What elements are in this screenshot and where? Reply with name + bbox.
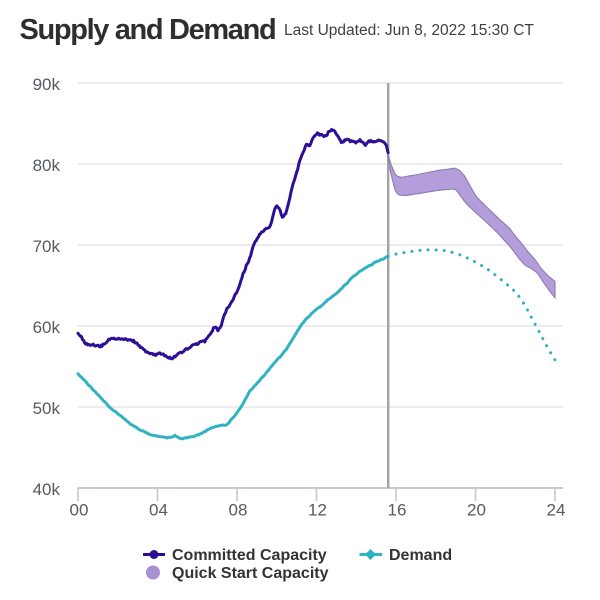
- svg-text:Demand: Demand: [389, 547, 452, 564]
- svg-text:40k: 40k: [33, 480, 61, 499]
- svg-text:60k: 60k: [33, 318, 61, 337]
- svg-text:70k: 70k: [33, 237, 61, 256]
- svg-text:90k: 90k: [33, 75, 61, 94]
- svg-text:00: 00: [70, 501, 89, 520]
- svg-text:12: 12: [308, 501, 327, 520]
- svg-text:Committed Capacity: Committed Capacity: [172, 547, 327, 564]
- svg-text:16: 16: [388, 501, 407, 520]
- svg-text:08: 08: [229, 501, 248, 520]
- svg-text:04: 04: [149, 501, 168, 520]
- svg-text:24: 24: [547, 501, 566, 520]
- svg-text:Quick Start Capacity: Quick Start Capacity: [172, 565, 329, 582]
- svg-text:80k: 80k: [33, 156, 61, 175]
- svg-text:20: 20: [467, 501, 486, 520]
- svg-text:50k: 50k: [33, 399, 61, 418]
